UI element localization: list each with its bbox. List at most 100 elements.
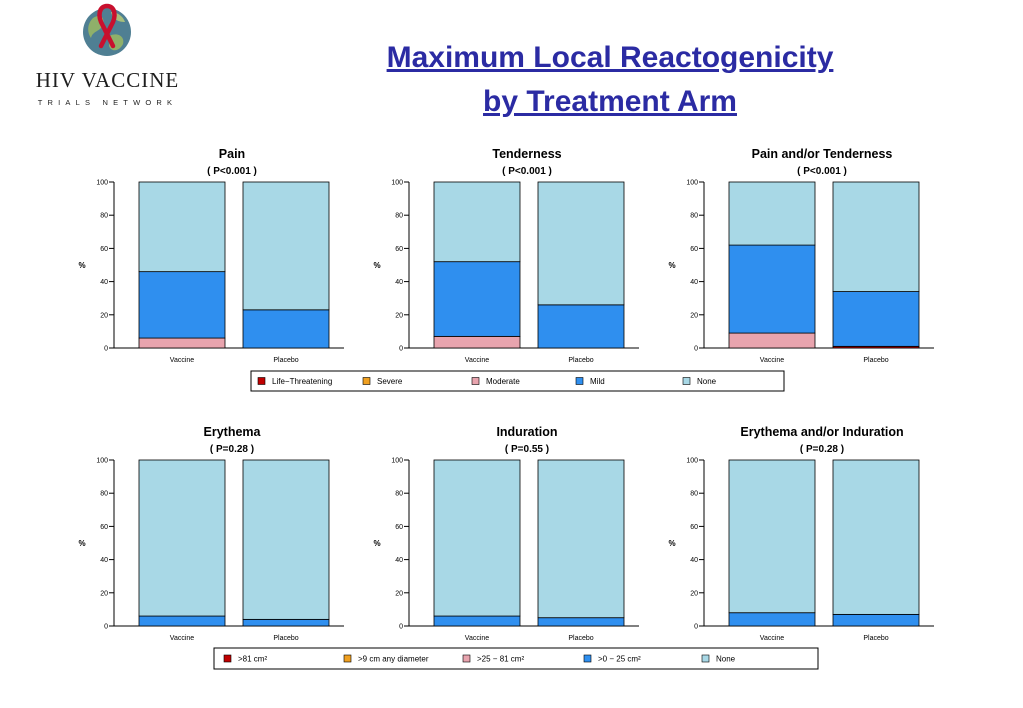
bar-segment xyxy=(433,459,521,617)
page-title-line2: by Treatment Arm xyxy=(483,85,737,118)
page-title: Maximum Local Reactogenicity by Treatmen… xyxy=(300,36,920,124)
bar-segment xyxy=(433,181,521,263)
y-tick-label: 60 xyxy=(100,524,108,531)
x-tick-label: Vaccine xyxy=(760,635,784,642)
legend-swatch xyxy=(223,654,232,663)
bar-segment xyxy=(242,309,330,349)
y-tick-label: 80 xyxy=(395,491,403,498)
legend-swatch xyxy=(462,654,471,663)
y-tick-label: 20 xyxy=(690,312,698,319)
y-tick-label: 20 xyxy=(690,590,698,597)
y-tick-label: 20 xyxy=(100,590,108,597)
y-tick-label: 40 xyxy=(100,279,108,286)
y-tick-label: 80 xyxy=(100,491,108,498)
x-tick-label: Placebo xyxy=(273,357,298,364)
bar-segment xyxy=(537,617,625,627)
y-tick-label: 60 xyxy=(690,524,698,531)
y-axis-label: % xyxy=(373,261,380,270)
chart-title: Erythema xyxy=(204,425,262,439)
bar-segment xyxy=(138,337,226,349)
y-tick-label: 0 xyxy=(104,346,108,353)
legend-label: None xyxy=(697,377,717,386)
legend-swatch xyxy=(583,654,592,663)
y-tick-label: 0 xyxy=(399,346,403,353)
logo-title: HIV VACCINE xyxy=(35,68,180,92)
legend-box xyxy=(250,370,785,392)
chart-pvalue: ( P=0.28 ) xyxy=(800,444,844,455)
bar-segment xyxy=(728,244,816,334)
legend-label: >0 − 25 cm² xyxy=(598,655,641,664)
legend-label: Severe xyxy=(377,377,403,386)
bar-segment xyxy=(138,459,226,617)
y-tick-label: 60 xyxy=(395,246,403,253)
page-title-line1: Maximum Local Reactogenicity xyxy=(386,41,834,74)
bar-segment xyxy=(138,271,226,339)
legend-label: Life−Threatening xyxy=(272,377,332,386)
y-tick-label: 80 xyxy=(100,213,108,220)
bar-segment xyxy=(433,335,521,349)
x-tick-label: Placebo xyxy=(863,357,888,364)
y-tick-label: 40 xyxy=(100,557,108,564)
y-tick-label: 0 xyxy=(694,346,698,353)
y-axis-label: % xyxy=(78,261,85,270)
chart-title: Pain and/or Tenderness xyxy=(752,147,893,161)
chart-title: Erythema and/or Induration xyxy=(740,425,903,439)
y-tick-label: 80 xyxy=(395,213,403,220)
bar-segment xyxy=(728,181,816,246)
hvtn-logo: HIV VACCINE TRIALS NETWORK xyxy=(25,2,190,112)
legend-label: >81 cm² xyxy=(238,655,267,664)
chart-title: Tenderness xyxy=(492,147,561,161)
bar-segment xyxy=(728,612,816,627)
chart-pvalue: ( P<0.001 ) xyxy=(207,166,257,177)
chart-pvalue: ( P=0.28 ) xyxy=(210,444,254,455)
x-tick-label: Placebo xyxy=(568,357,593,364)
globe-ribbon-icon xyxy=(83,3,131,56)
legend-swatch xyxy=(471,377,480,385)
bar-segment xyxy=(242,181,330,311)
y-tick-label: 80 xyxy=(690,491,698,498)
y-tick-label: 40 xyxy=(690,279,698,286)
y-tick-label: 100 xyxy=(96,180,108,187)
x-tick-label: Vaccine xyxy=(465,357,489,364)
chart-title: Induration xyxy=(496,425,557,439)
y-tick-label: 40 xyxy=(690,557,698,564)
y-tick-label: 80 xyxy=(690,213,698,220)
y-tick-label: 100 xyxy=(391,180,403,187)
legend-label: >9 cm any diameter xyxy=(358,655,429,664)
legend-swatch xyxy=(343,654,352,663)
legend-swatch xyxy=(575,377,584,385)
legend-label: Mild xyxy=(590,377,605,386)
bar-segment xyxy=(242,459,330,620)
y-tick-label: 0 xyxy=(104,624,108,631)
x-tick-label: Placebo xyxy=(863,635,888,642)
bar-segment xyxy=(537,304,625,349)
legend-label: >25 − 81 cm² xyxy=(477,655,524,664)
bar-segment xyxy=(832,613,920,627)
y-tick-label: 40 xyxy=(395,279,403,286)
y-axis-label: % xyxy=(373,539,380,548)
y-tick-label: 40 xyxy=(395,557,403,564)
bar-segment xyxy=(832,291,920,347)
bar-segment xyxy=(242,618,330,627)
y-tick-label: 100 xyxy=(686,458,698,465)
y-tick-label: 20 xyxy=(100,312,108,319)
y-tick-label: 60 xyxy=(690,246,698,253)
bar-segment xyxy=(433,261,521,337)
legend-erythema-induration: >81 cm² >9 cm any diameter >25 − 81 cm² >0 … xyxy=(213,647,819,670)
y-tick-label: 100 xyxy=(96,458,108,465)
x-tick-label: Placebo xyxy=(568,635,593,642)
x-tick-label: Placebo xyxy=(273,635,298,642)
bar-segment xyxy=(138,615,226,627)
bar-segment xyxy=(537,181,625,306)
chart-pvalue: ( P<0.001 ) xyxy=(797,166,847,177)
y-tick-label: 0 xyxy=(399,624,403,631)
x-tick-label: Vaccine xyxy=(760,357,784,364)
chart-title: Pain xyxy=(219,147,245,161)
legend-label: None xyxy=(716,655,736,664)
legend-swatch xyxy=(362,377,371,385)
bar-segment xyxy=(537,459,625,619)
y-axis-label: % xyxy=(78,539,85,548)
legend-label: Moderate xyxy=(486,377,520,386)
y-tick-label: 20 xyxy=(395,312,403,319)
